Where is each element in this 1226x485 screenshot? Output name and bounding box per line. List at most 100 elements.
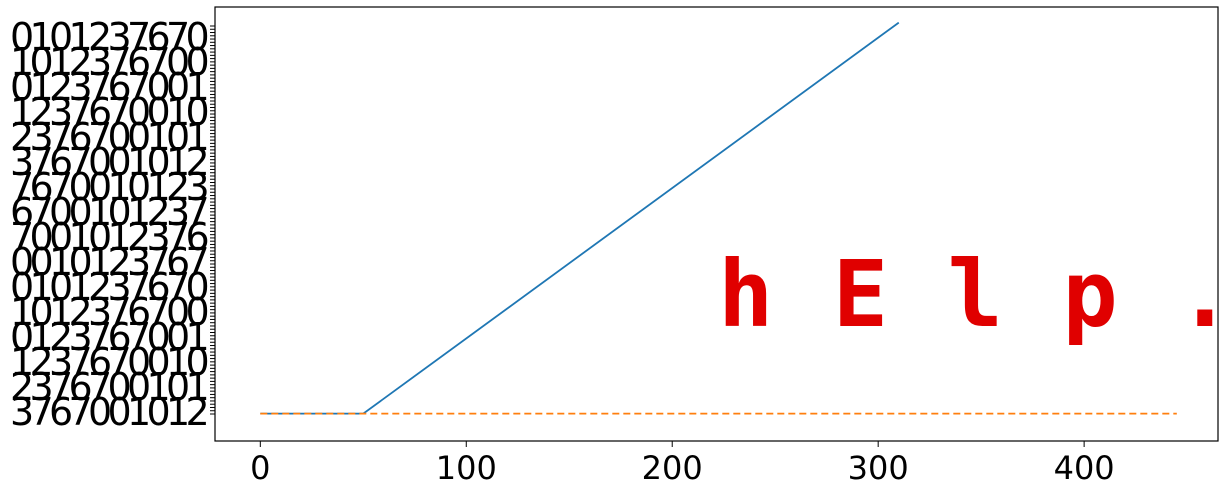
y-tick-label: 7: [108, 40, 132, 84]
x-tick-label: 200: [642, 449, 703, 485]
y-tick-label: 0: [88, 140, 112, 184]
y-tick-label: 7: [49, 115, 73, 159]
y-tick-label: 0: [10, 240, 34, 284]
y-tick-label: 1: [10, 40, 34, 84]
y-tick-label: 0: [147, 65, 171, 109]
y-tick-label: 2: [88, 15, 112, 59]
y-tick-label: 1: [10, 90, 34, 134]
y-tick-label: 3: [108, 265, 132, 309]
plot-area-frame: [214, 6, 1219, 442]
y-tick-label: 0: [127, 90, 151, 134]
y-tick-label: 0: [166, 365, 190, 409]
y-tick-label: 6: [108, 315, 132, 359]
y-tick-label: 0: [186, 290, 210, 334]
y-tick-label: 6: [10, 190, 34, 234]
y-tick-label: 0: [108, 365, 132, 409]
y-tick-label: 6: [127, 290, 151, 334]
y-tick-label: 2: [108, 240, 132, 284]
y-ticks: [210, 25, 215, 415]
y-tick-label: 1: [147, 365, 171, 409]
y-tick-label: 2: [10, 365, 34, 409]
y-tick-label: 0: [186, 265, 210, 309]
y-tick-label: 0: [49, 15, 73, 59]
y-tick-label: 0: [10, 265, 34, 309]
y-tick-label: 0: [30, 290, 54, 334]
y-tick-label: 0: [10, 65, 34, 109]
y-tick-label: 2: [30, 90, 54, 134]
y-tick-label: 7: [186, 240, 210, 284]
y-tick-label: 3: [166, 190, 190, 234]
y-tick-label: 7: [127, 15, 151, 59]
y-tick-label: 2: [49, 65, 73, 109]
y-tick-label: 2: [127, 215, 151, 259]
y-tick-label: 0: [147, 340, 171, 384]
y-tick-label: 0: [69, 190, 93, 234]
y-tick-label: 7: [186, 190, 210, 234]
y-tick-label: 6: [49, 390, 73, 434]
y-tick-label: 7: [88, 365, 112, 409]
y-tick-label: 7: [127, 315, 151, 359]
y-tick-label: 2: [88, 265, 112, 309]
y-tick-label: 7: [147, 290, 171, 334]
y-tick-label: 1: [69, 15, 93, 59]
y-tick-label: 6: [30, 165, 54, 209]
y-tick-label: 2: [30, 340, 54, 384]
y-tick-label: 1: [49, 40, 73, 84]
y-tick-label: 0: [147, 90, 171, 134]
y-tick-label: 3: [49, 340, 73, 384]
y-tick-label: 1: [166, 140, 190, 184]
y-tick-label: 7: [127, 65, 151, 109]
y-tick-label: 3: [30, 365, 54, 409]
y-tick-label: 0: [147, 315, 171, 359]
y-tick-label: 2: [49, 315, 73, 359]
y-tick-label: 1: [69, 215, 93, 259]
y-tick-label: 6: [147, 265, 171, 309]
y-tick-label: 1: [30, 15, 54, 59]
y-tick-label: 1: [49, 240, 73, 284]
y-tick-label: 1: [127, 140, 151, 184]
y-tick-label: 2: [69, 40, 93, 84]
y-tick-label: 0: [147, 390, 171, 434]
y-tick-label: 7: [108, 340, 132, 384]
y-tick-label: 6: [88, 90, 112, 134]
x-ticks: 0 100 200 300 400: [250, 441, 1115, 485]
y-tick-label: 7: [49, 165, 73, 209]
y-tick-label: 0: [166, 115, 190, 159]
y-tick-label: 7: [10, 215, 34, 259]
y-tick-label: 0: [88, 390, 112, 434]
y-tick-label: 6: [49, 140, 73, 184]
y-tick-label: 0: [186, 90, 210, 134]
y-tick-label: 1: [108, 215, 132, 259]
y-tick-label: 2: [186, 390, 210, 434]
y-tick-label: 1: [49, 290, 73, 334]
y-tick-label: 6: [147, 15, 171, 59]
y-tick-label: 7: [10, 165, 34, 209]
y-tick-label: 7: [30, 390, 54, 434]
y-tick-label: 0: [30, 215, 54, 259]
y-tick-label: 6: [69, 365, 93, 409]
y-tick-label: 0: [69, 165, 93, 209]
y-tick-label: 1: [88, 240, 112, 284]
y-tick-label: 1: [166, 90, 190, 134]
y-tick-label: 7: [69, 390, 93, 434]
y-tick-label: 2: [166, 165, 190, 209]
y-tick-label: 2: [186, 140, 210, 184]
y-tick-label: 6: [108, 65, 132, 109]
y-tick-label: 1: [186, 65, 210, 109]
series-line-0: [260, 21, 900, 415]
y-tick-label: 7: [147, 40, 171, 84]
y-tick-label: 6: [69, 115, 93, 159]
y-tick-label: 1: [127, 390, 151, 434]
y-tick-label: 0: [127, 115, 151, 159]
y-tick-label: 1: [10, 290, 34, 334]
y-tick-label: 0: [108, 115, 132, 159]
y-tick-label: 7: [88, 115, 112, 159]
y-tick-label: 7: [49, 365, 73, 409]
y-tick-label: 3: [30, 115, 54, 159]
y-tick-label: 7: [69, 140, 93, 184]
y-tick-label: 0: [166, 290, 190, 334]
y-tick-label: 2: [147, 190, 171, 234]
y-tick-label: 1: [127, 190, 151, 234]
y-tick-label: 0: [127, 365, 151, 409]
y-tick-label: 7: [127, 265, 151, 309]
